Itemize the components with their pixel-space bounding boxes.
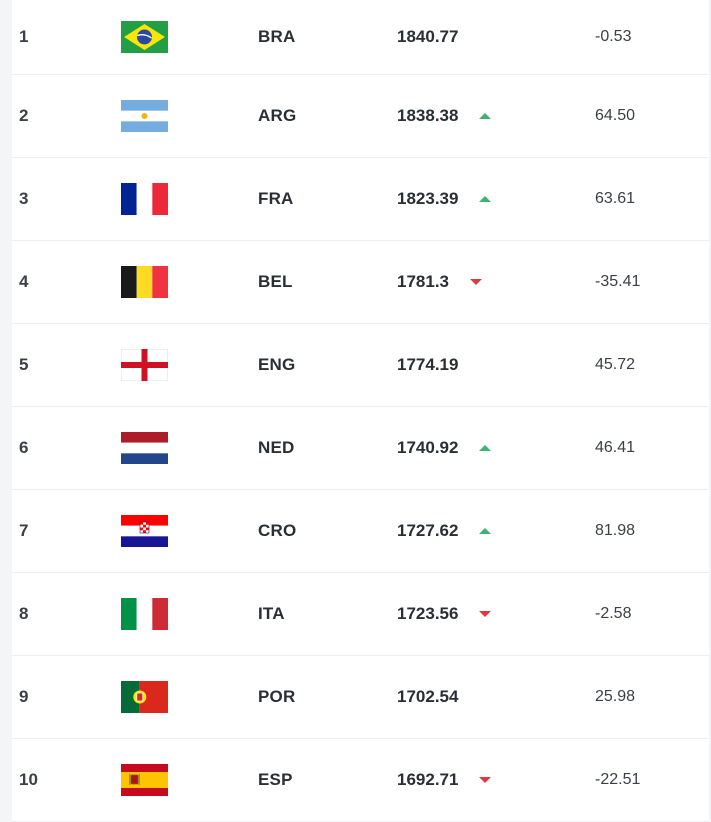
argentina-flag-icon (121, 100, 168, 132)
rank-number: 7 (19, 521, 29, 540)
rank-number: 9 (19, 687, 29, 706)
trend-up-icon (479, 113, 491, 119)
team-code[interactable]: ITA (258, 604, 285, 623)
total-points: 1781.3 (397, 272, 449, 291)
points-change: -22.51 (595, 771, 641, 788)
team-code[interactable]: FRA (258, 189, 294, 208)
brazil-flag-icon (121, 21, 168, 53)
table-row[interactable]: 7 CRO 1727.62 81.98 (12, 490, 709, 573)
team-code[interactable]: NED (258, 438, 295, 457)
trend-up-icon (479, 445, 491, 451)
team-code[interactable]: BEL (258, 272, 293, 291)
table-row[interactable]: 3 FRA 1823.39 63.61 (12, 158, 709, 241)
trend-down-icon (479, 777, 491, 783)
total-points: 1727.62 (397, 521, 459, 540)
total-points: 1823.39 (397, 189, 459, 208)
points-change: 81.98 (595, 522, 636, 539)
total-points: 1723.56 (397, 604, 459, 623)
rank-number: 1 (19, 27, 29, 46)
rank-number: 8 (19, 604, 29, 623)
table-row[interactable]: 9 POR 1702.54 25.98 (12, 656, 709, 739)
points-change: -0.53 (595, 28, 632, 45)
points-change: 64.50 (595, 107, 636, 124)
points-change: 63.61 (595, 190, 636, 207)
rank-number: 6 (19, 438, 29, 457)
team-code[interactable]: POR (258, 687, 296, 706)
table-row[interactable]: 8 ITA 1723.56 -2.58 (12, 573, 709, 656)
total-points: 1840.77 (397, 27, 459, 46)
trend-down-icon (479, 611, 491, 617)
trend-up-icon (479, 528, 491, 534)
netherlands-flag-icon (121, 432, 168, 464)
table-row[interactable]: 2 ARG 1838.38 64.50 (12, 75, 709, 158)
spain-flag-icon (121, 764, 168, 796)
total-points: 1838.38 (397, 106, 459, 125)
total-points: 1740.92 (397, 438, 459, 457)
rank-number: 5 (19, 355, 29, 374)
total-points: 1702.54 (397, 687, 459, 706)
team-code[interactable]: ARG (258, 106, 297, 125)
table-row[interactable]: 4 BEL 1781.3 -35.41 (12, 241, 709, 324)
points-change: -2.58 (595, 605, 632, 622)
table-row[interactable]: 6 NED 1740.92 46.41 (12, 407, 709, 490)
points-change: 46.41 (595, 439, 636, 456)
trend-up-icon (479, 196, 491, 202)
table-row[interactable]: 10 ESP 1692.71 -22.51 (12, 739, 709, 822)
total-points: 1774.19 (397, 355, 459, 374)
team-code[interactable]: CRO (258, 521, 297, 540)
rank-number: 3 (19, 189, 29, 208)
rank-number: 2 (19, 106, 29, 125)
croatia-flag-icon (121, 515, 168, 547)
team-code[interactable]: BRA (258, 27, 296, 46)
points-change: 45.72 (595, 356, 636, 373)
england-flag-icon (121, 349, 168, 381)
portugal-flag-icon (121, 681, 168, 713)
belgium-flag-icon (121, 266, 168, 298)
points-change: 25.98 (595, 688, 636, 705)
table-row[interactable]: 5 ENG 1774.19 45.72 (12, 324, 709, 407)
points-change: -35.41 (595, 273, 641, 290)
ranking-table: 1 BRA 1840.77 -0.53 2 ARG 1838.38 64.50 … (12, 0, 709, 822)
italy-flag-icon (121, 598, 168, 630)
france-flag-icon (121, 183, 168, 215)
rank-number: 4 (19, 272, 29, 291)
rank-number: 10 (19, 770, 38, 789)
trend-down-icon (470, 279, 482, 285)
total-points: 1692.71 (397, 770, 459, 789)
table-row[interactable]: 1 BRA 1840.77 -0.53 (12, 0, 709, 75)
team-code[interactable]: ESP (258, 770, 293, 789)
team-code[interactable]: ENG (258, 355, 296, 374)
